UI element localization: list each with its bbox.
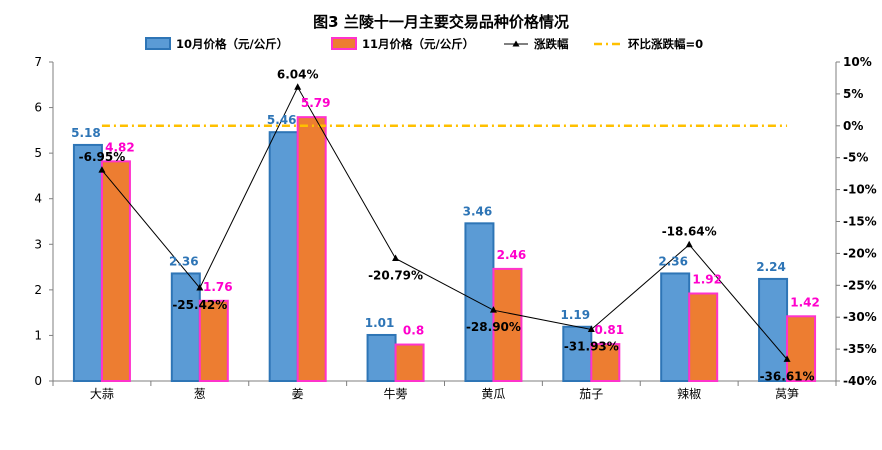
data-label-oct: 2.24 xyxy=(756,260,786,274)
bar-nov xyxy=(100,160,131,382)
y-right-tick-label: -25% xyxy=(843,278,877,292)
x-tick-label: 牛蒡 xyxy=(384,386,408,401)
y-right-tick-label: -35% xyxy=(843,342,877,356)
x-tick-label: 茄子 xyxy=(579,387,603,401)
bar-oct xyxy=(562,325,593,382)
y-right-tick-label: -5% xyxy=(843,151,868,165)
legend-swatch-oct xyxy=(145,37,171,50)
bar-oct xyxy=(268,131,299,382)
legend-label-change: 涨跌幅 xyxy=(534,37,569,51)
legend-label-reference: 环比涨跌幅=0 xyxy=(628,37,703,51)
legend-swatch-nov xyxy=(331,37,357,50)
y-left-tick-label: 4 xyxy=(34,192,42,206)
bar-nov xyxy=(198,299,229,382)
legend-label-oct: 10月价格（元/公斤） xyxy=(176,37,288,51)
data-label-change: 6.04% xyxy=(277,67,319,81)
data-label-change: -31.93% xyxy=(564,340,619,354)
data-label-nov: 1.76 xyxy=(203,280,233,294)
legend: 10月价格（元/公斤） 11月价格（元/公斤） 涨跌幅 环比涨跌幅=0 xyxy=(145,37,703,51)
data-label-change: -36.61% xyxy=(760,369,815,383)
bar-nov xyxy=(590,343,621,382)
bar-oct xyxy=(170,272,201,382)
y-left-tick-label: 7 xyxy=(34,55,42,69)
x-tick-label: 葱 xyxy=(194,387,206,401)
axes: 0 1 2 3 4 5 6 7 10% 5% 0% -5% -10% -15% -20% -25% -30% -3… xyxy=(34,55,876,401)
data-labels: 5.18 4.82 2.36 1.76 5.46 5.79 1.01 0.8 3.46 2.46 1… xyxy=(71,67,820,383)
change-marker xyxy=(196,283,204,291)
x-tick-label: 黄瓜 xyxy=(481,387,505,401)
change-marker xyxy=(489,306,497,313)
y-right-tick-label: -20% xyxy=(843,246,877,260)
y-left-tick-label: 6 xyxy=(34,101,42,115)
y-right-tick-label: -30% xyxy=(843,310,877,324)
x-tick-label: 姜 xyxy=(292,387,304,401)
data-label-nov: 1.42 xyxy=(790,295,820,309)
data-label-change: -25.42% xyxy=(172,298,227,312)
data-label-nov: 2.46 xyxy=(497,248,527,262)
data-label-oct: 5.46 xyxy=(267,113,297,127)
y-left-tick-label: 5 xyxy=(34,146,42,160)
bar-oct xyxy=(464,222,495,382)
bar-nov xyxy=(492,267,523,382)
data-label-change: -28.90% xyxy=(466,320,521,334)
y-right-tick-label: 10% xyxy=(843,55,872,69)
change-marker xyxy=(587,325,595,333)
data-label-change: -20.79% xyxy=(368,268,423,282)
y-left-tick-label: 2 xyxy=(34,283,42,297)
data-label-change: -6.95% xyxy=(79,150,126,164)
y-left-tick-label: 1 xyxy=(34,328,42,342)
x-tick-label: 大蒜 xyxy=(90,387,114,401)
chart-title: 图3 兰陵十一月主要交易品种价格情况 xyxy=(313,13,569,31)
data-label-nov: 5.79 xyxy=(301,96,331,110)
legend-label-nov: 11月价格（元/公斤） xyxy=(362,37,474,51)
y-left-tick-label: 3 xyxy=(34,237,42,251)
data-label-nov: 0.81 xyxy=(595,323,625,337)
change-marker xyxy=(685,240,693,248)
bar-nov xyxy=(394,343,425,382)
y-right-tick-label: 0% xyxy=(843,119,863,133)
y-right-tick-label: -10% xyxy=(843,183,877,197)
data-label-nov: 1.92 xyxy=(692,273,722,287)
y-right-tick-label: -15% xyxy=(843,215,877,229)
y-left-tick-label: 0 xyxy=(34,374,42,388)
change-line xyxy=(98,83,791,362)
x-tick-label: 莴笋 xyxy=(775,386,799,401)
change-marker xyxy=(294,83,302,90)
bars xyxy=(72,116,817,383)
data-label-oct: 3.46 xyxy=(463,204,493,218)
change-marker xyxy=(98,166,106,173)
change-polyline xyxy=(101,86,788,360)
bar-oct xyxy=(758,277,789,383)
data-label-oct: 1.19 xyxy=(561,308,591,322)
data-label-oct: 2.36 xyxy=(169,254,199,268)
bar-oct xyxy=(660,272,691,382)
bar-nov xyxy=(688,292,719,383)
bar-nov xyxy=(296,116,327,383)
data-label-oct: 2.36 xyxy=(658,254,688,268)
data-label-nov: 0.8 xyxy=(403,324,424,338)
bar-oct xyxy=(72,143,103,382)
legend-marker-change xyxy=(512,40,520,47)
x-tick-label: 辣椒 xyxy=(677,387,701,401)
data-label-oct: 5.18 xyxy=(71,126,101,140)
change-marker xyxy=(392,254,400,261)
data-label-change: -18.64% xyxy=(662,225,717,239)
change-marker xyxy=(783,355,791,362)
y-right-tick-label: 5% xyxy=(843,87,863,101)
bar-oct xyxy=(366,333,397,383)
data-label-nov: 4.82 xyxy=(105,140,135,154)
y-right-tick-label: -40% xyxy=(843,374,877,388)
bar-nov xyxy=(786,315,817,382)
data-label-oct: 1.01 xyxy=(365,316,395,330)
